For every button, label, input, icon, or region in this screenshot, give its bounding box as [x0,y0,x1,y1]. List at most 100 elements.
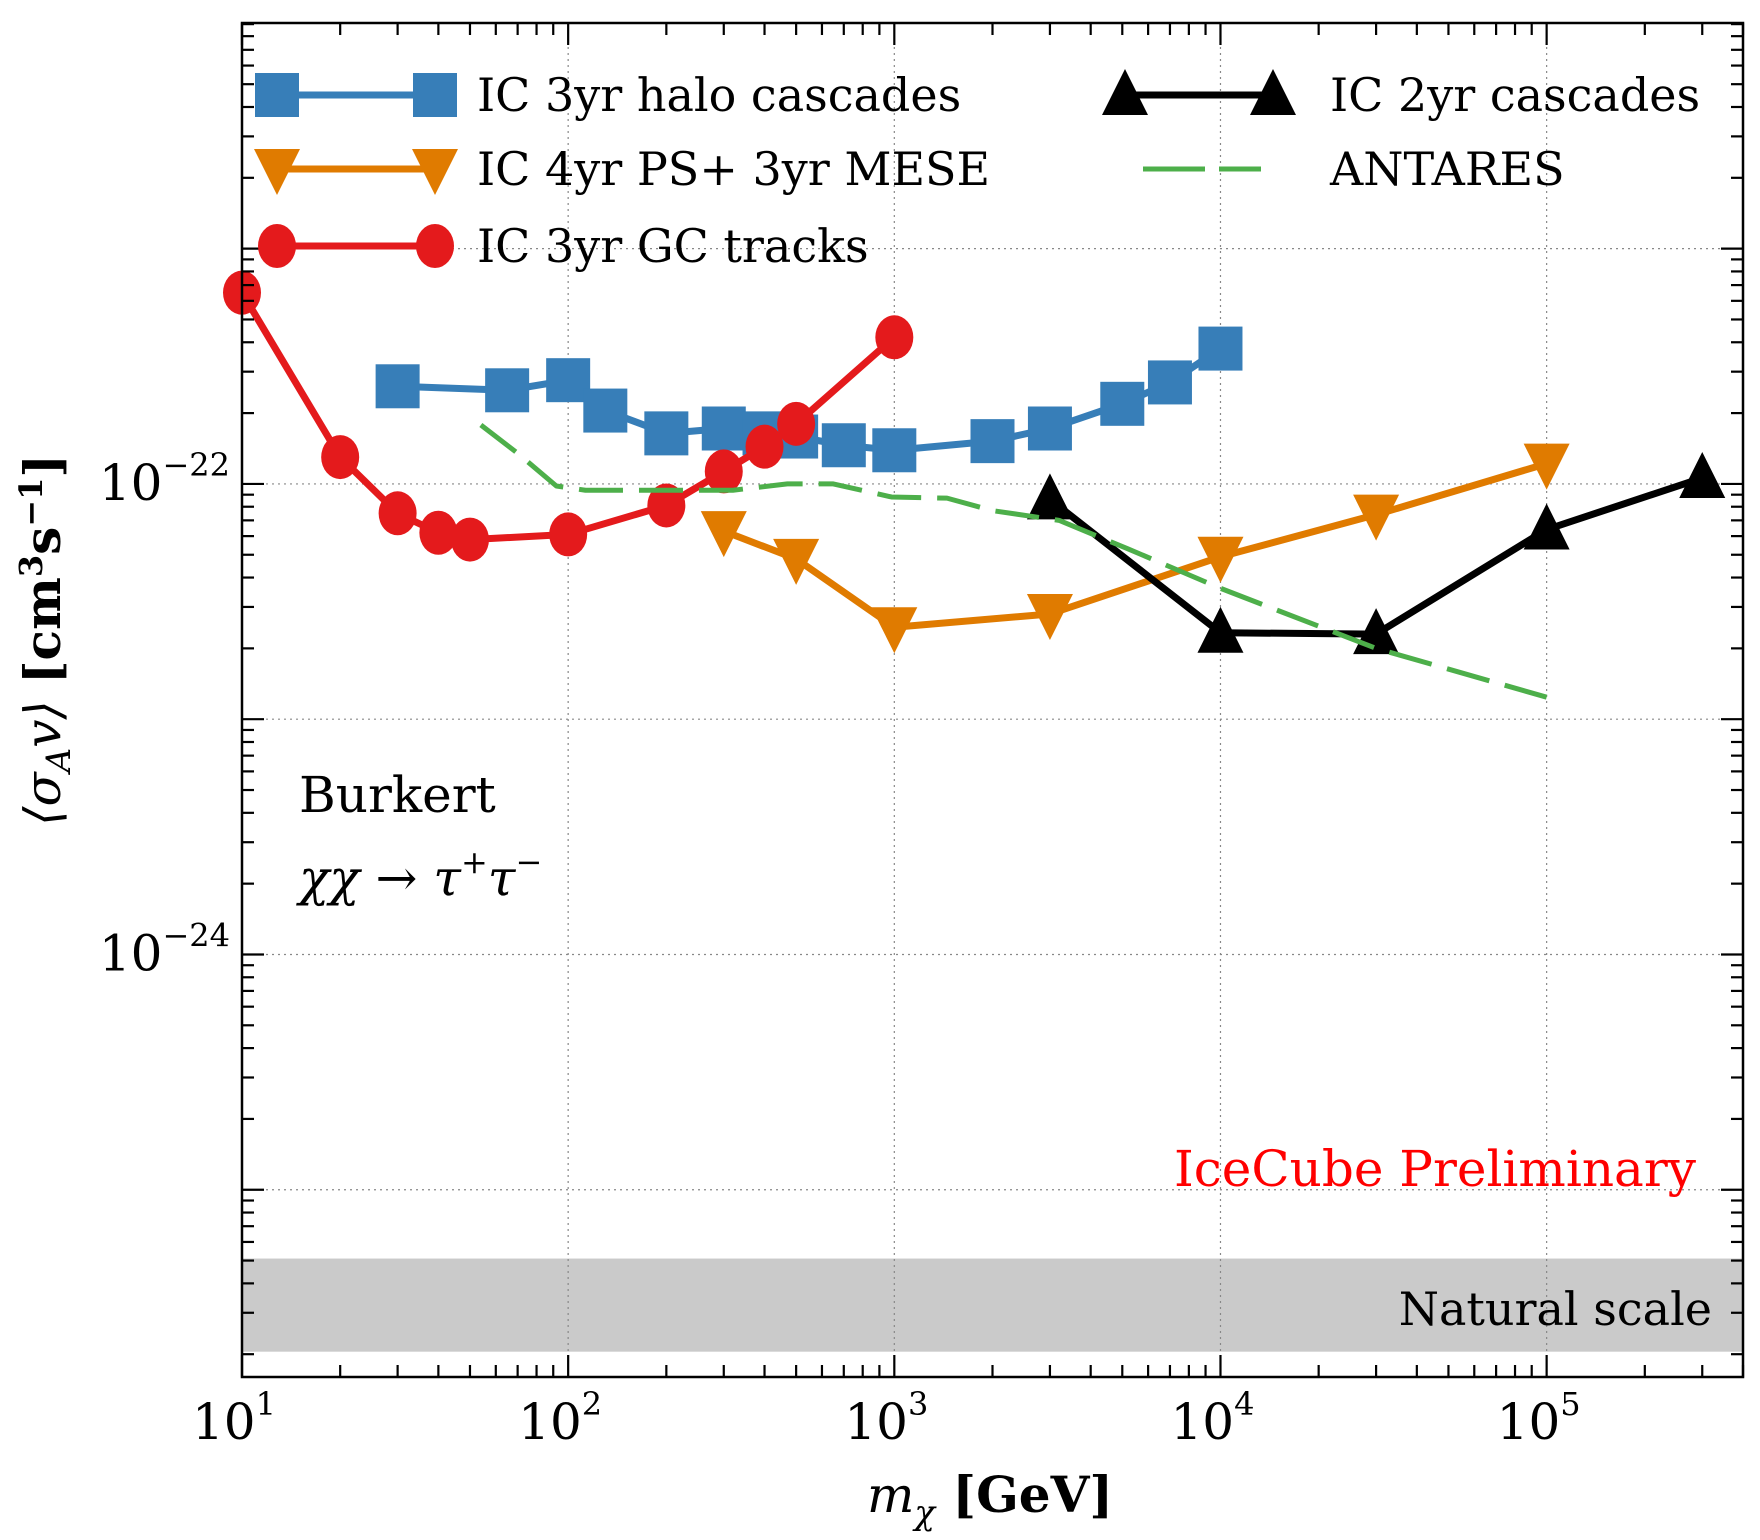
data-point [773,538,820,585]
grid-layer [242,23,1743,1377]
legend-marker [412,149,458,195]
data-point [1026,593,1073,640]
x-tick-exponent: 4 [1234,1385,1254,1423]
legend-item: IC 3yr GC tracks [258,219,869,273]
data-point [872,428,917,473]
x-axis-title-unit: [GeV] [935,1465,1113,1524]
data-point [777,401,816,446]
data-point [644,411,689,456]
data-point [1026,473,1073,520]
profile-annotation: Burkert [299,766,496,824]
data-point [1147,360,1192,405]
data-point [1198,326,1243,371]
series-antares [479,423,1548,700]
y-tick-exponent: −22 [162,446,230,484]
data-point [378,491,417,536]
data-point [701,406,746,451]
y-tick-exponent: −24 [162,916,230,954]
data-point [745,424,784,469]
legend-marker [255,73,299,117]
y-axis-title-unit: [cm [13,577,72,684]
natural-scale-band-layer [242,1258,1743,1352]
channel-tau: τ [488,849,517,907]
series-layer [223,270,1726,700]
natural-scale-band [242,1258,1743,1352]
legend-label: ANTARES [1329,142,1565,196]
x-tick-base: 10 [192,1393,256,1451]
x-tick-label: 101 [192,1385,276,1451]
data-point [1523,443,1570,490]
x-tick-base: 10 [518,1393,582,1451]
data-point [1523,503,1570,550]
x-tick-base: 10 [1497,1393,1561,1451]
data-point [970,419,1015,464]
channel-annotation: χχ → τ+τ− [296,843,542,907]
x-tick-exponent: 2 [582,1385,602,1423]
channel-sup-minus: − [515,843,542,881]
data-point [875,315,914,360]
legend-label: IC 2yr cascades [1330,68,1700,122]
x-tick-label: 104 [1170,1385,1254,1451]
x-tick-exponent: 5 [1560,1385,1580,1423]
legend-label: IC 3yr GC tracks [477,219,869,273]
series-ic-3yr-halo-cascades [375,326,1243,473]
x-axis-title-var: m [867,1466,914,1524]
x-tick-base: 10 [1170,1393,1234,1451]
y-tick-label: 10−22 [99,446,230,512]
y-axis-title-sup1: 3 [12,555,50,577]
legend-item: IC 4yr PS+ 3yr MESE [254,142,990,196]
legend-marker [413,73,457,117]
data-point [419,510,458,555]
legend-label: IC 4yr PS+ 3yr MESE [477,142,990,196]
axes-layer [240,21,1745,1379]
x-tick-label: 103 [844,1385,928,1451]
legend-marker [1102,69,1148,115]
data-point [821,423,866,468]
data-point [704,449,743,494]
x-axis-title: mχ [GeV] [867,1465,1113,1533]
x-tick-base: 10 [844,1393,908,1451]
channel-sup-plus: + [461,843,488,881]
data-point [375,364,420,409]
data-point [871,607,918,654]
legend-marker [258,224,296,268]
legend: IC 3yr halo cascades IC 4yr PS+ 3yr MESE I… [254,68,1700,273]
data-point [583,388,628,433]
data-point [485,368,530,413]
y-axis-title-unit-s: s [13,527,72,555]
y-axis-title-mid: v⟩ [14,684,72,748]
legend-marker [1250,69,1296,115]
data-point [1353,494,1400,541]
data-point [1679,451,1726,498]
x-tick-exponent: 1 [256,1385,276,1423]
legend-item: IC 3yr halo cascades [255,68,961,122]
x-axis-title-sub: χ [912,1493,937,1533]
x-tick-exponent: 3 [908,1385,928,1423]
legend-marker [416,224,454,268]
y-tick-base: 10 [99,924,163,982]
data-point [546,358,591,403]
data-point [549,512,588,557]
y-axis-title: ⟨σAv⟩ [cm3s−1] [12,454,79,826]
legend-label: IC 3yr halo cascades [477,68,961,122]
y-axis-title-open: ⟨σ [14,771,72,827]
data-point [1027,406,1072,451]
series-line [479,423,1548,700]
data-point [1100,381,1145,426]
x-tick-label: 102 [518,1385,602,1451]
data-point [1197,606,1244,653]
y-axis-title-sup2: −1 [12,478,50,527]
channel-lhs: χχ → τ [296,849,462,907]
x-tick-label: 105 [1497,1385,1581,1451]
series-ic-4yr-ps-3yr-mese [700,443,1570,654]
legend-marker [254,149,300,195]
y-tick-base: 10 [99,454,163,512]
data-point [647,483,686,528]
icecube-preliminary-label: IceCube Preliminary [1174,1140,1697,1198]
y-tick-label: 10−24 [99,916,230,982]
series-ic-3yr-gc-tracks [223,270,914,562]
data-point [1197,536,1244,583]
legend-item: ANTARES [1143,142,1565,196]
